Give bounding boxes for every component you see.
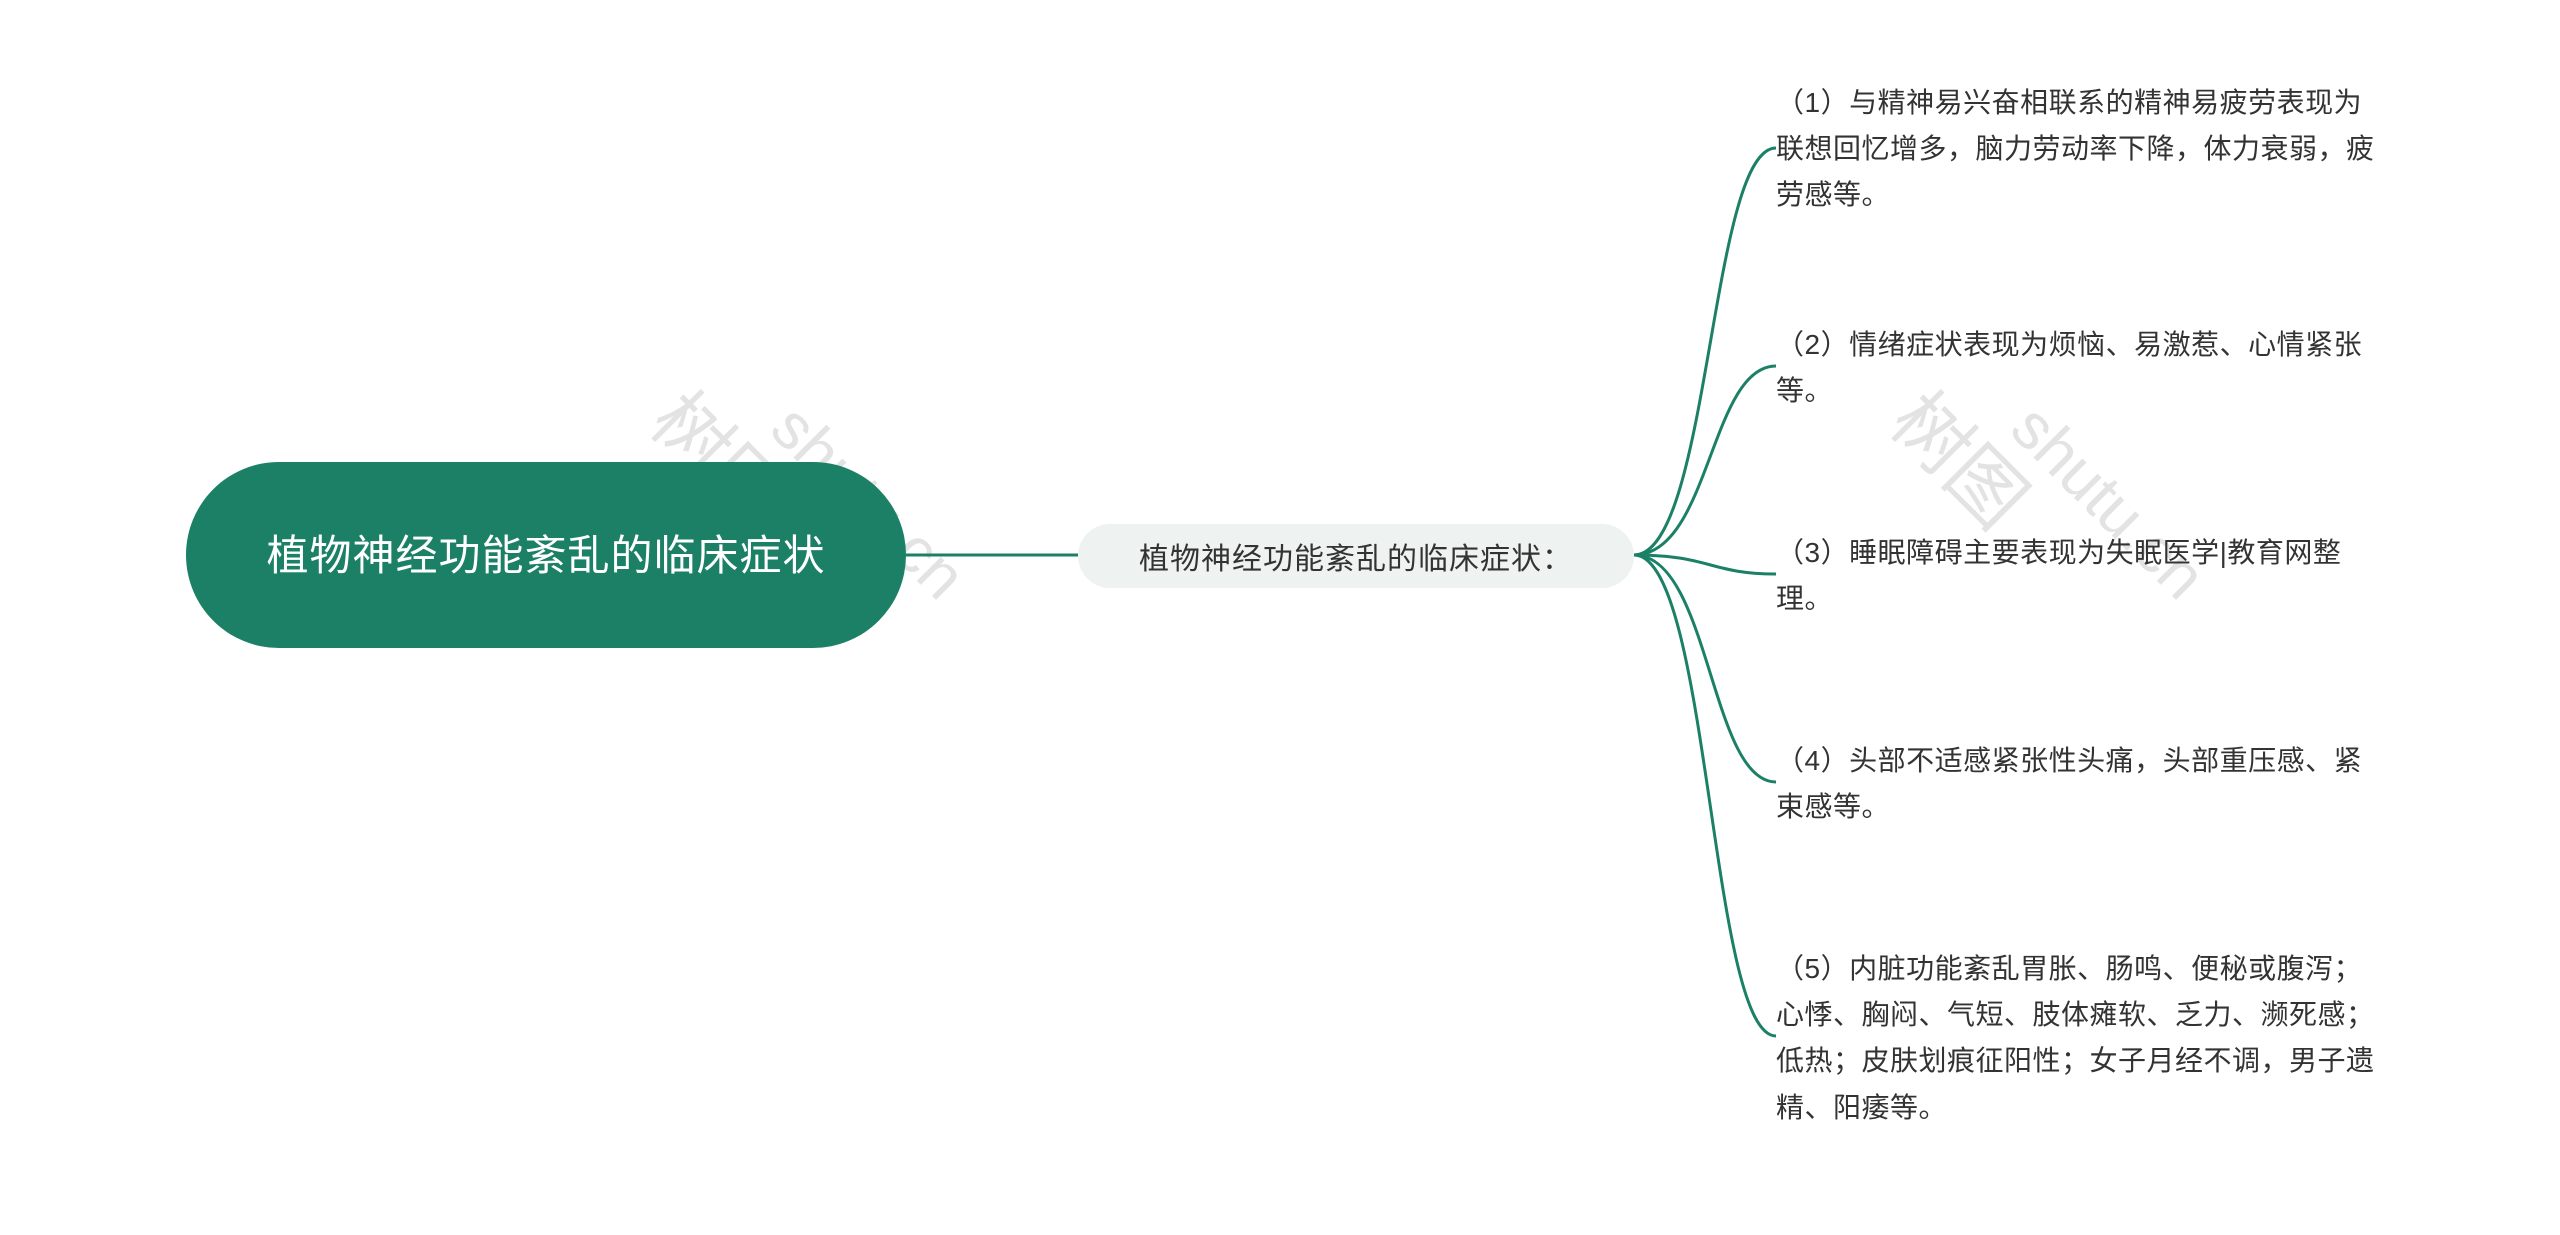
mindmap-canvas: shutu.cn 树图 shutu.cn 树图 植物神经功能紊乱的临床症状 植物…	[0, 0, 2560, 1235]
leaf-1-text: （1）与精神易兴奋相联系的精神易疲劳表现为联想回忆增多，脑力劳动率下降，体力衰弱…	[1776, 87, 2375, 210]
leaf-5-text: （5）内脏功能紊乱胃胀、肠鸣、便秘或腹泻；心悸、胸闷、气短、肢体瘫软、乏力、濒死…	[1776, 953, 2375, 1123]
leaf-4-text: （4）头部不适感紧张性头痛，头部重压感、紧束感等。	[1776, 745, 2362, 822]
sub-node-label: 植物神经功能紊乱的临床症状：	[1139, 534, 1573, 578]
leaf-3-text: （3）睡眠障碍主要表现为失眠医学|教育网整理。	[1776, 537, 2341, 614]
leaf-4: （4）头部不适感紧张性头痛，头部重压感、紧束感等。	[1776, 738, 2386, 830]
sub-node: 植物神经功能紊乱的临床症状：	[1078, 524, 1634, 588]
leaf-5: （5）内脏功能紊乱胃胀、肠鸣、便秘或腹泻；心悸、胸闷、气短、肢体瘫软、乏力、濒死…	[1776, 946, 2386, 1131]
leaf-2-text: （2）情绪症状表现为烦恼、易激惹、心情紧张等。	[1776, 329, 2362, 406]
root-node: 植物神经功能紊乱的临床症状	[186, 462, 906, 648]
leaf-3: （3）睡眠障碍主要表现为失眠医学|教育网整理。	[1776, 530, 2386, 622]
leaf-1: （1）与精神易兴奋相联系的精神易疲劳表现为联想回忆增多，脑力劳动率下降，体力衰弱…	[1776, 80, 2386, 219]
root-node-label: 植物神经功能紊乱的临床症状	[266, 524, 825, 587]
leaf-2: （2）情绪症状表现为烦恼、易激惹、心情紧张等。	[1776, 322, 2386, 414]
